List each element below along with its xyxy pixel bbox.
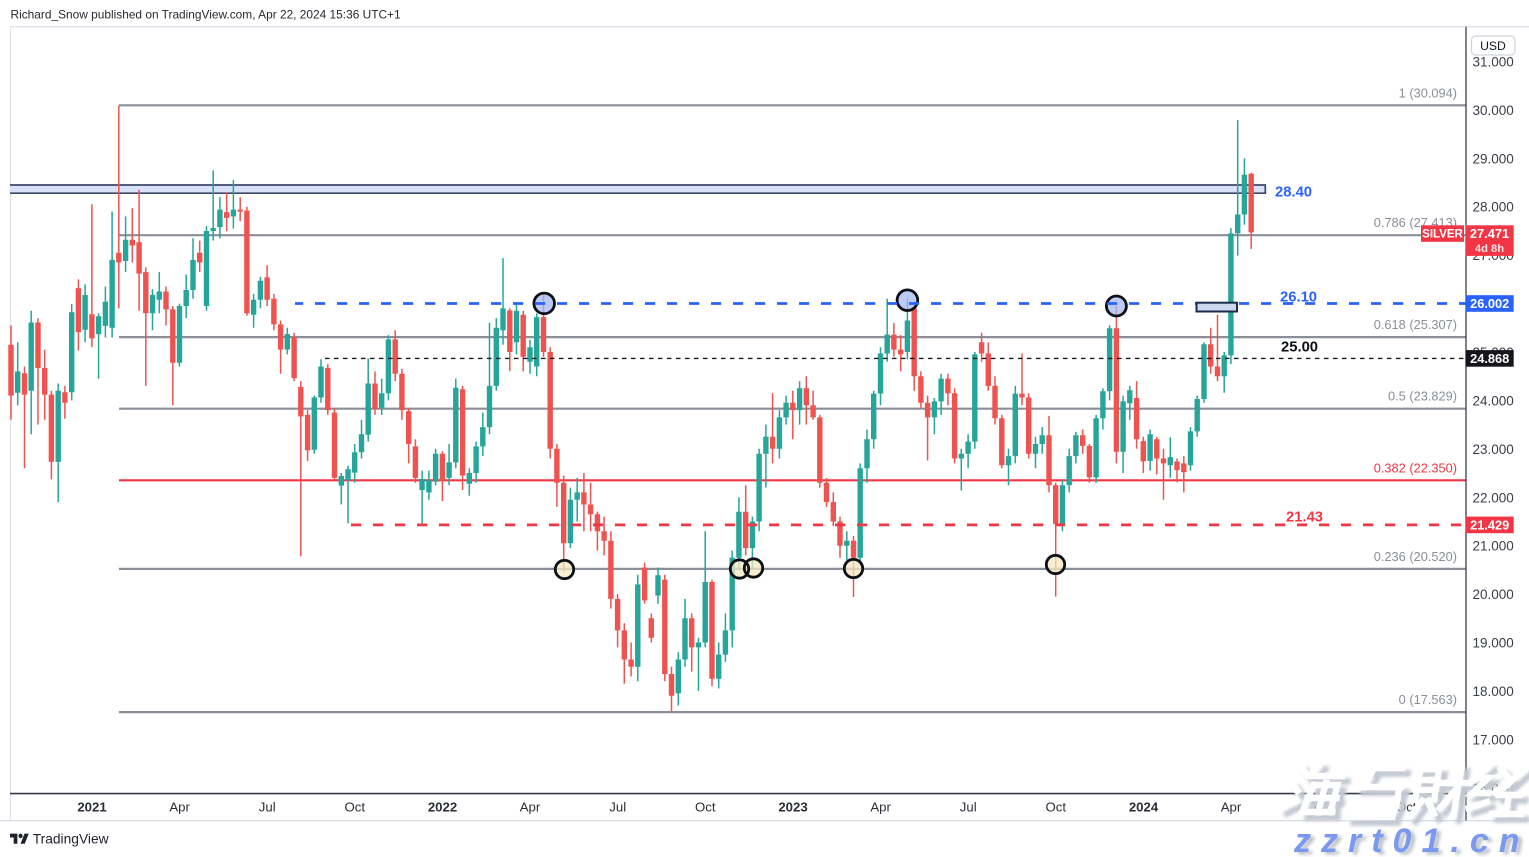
svg-text:27.471: 27.471 (1470, 226, 1509, 241)
svg-text:21.429: 21.429 (1470, 518, 1509, 533)
svg-text:29.000: 29.000 (1473, 151, 1514, 166)
svg-text:25.00: 25.00 (1281, 340, 1318, 356)
svg-text:4d 8h: 4d 8h (1475, 243, 1504, 255)
svg-text:28.40: 28.40 (1275, 185, 1312, 201)
svg-text:30.000: 30.000 (1473, 103, 1514, 118)
svg-text:23.000: 23.000 (1473, 442, 1514, 457)
svg-text:0.5 (23.829): 0.5 (23.829) (1388, 389, 1457, 404)
svg-text:USD: USD (1480, 39, 1506, 53)
svg-text:Apr: Apr (520, 800, 541, 815)
svg-text:31.000: 31.000 (1473, 55, 1514, 70)
svg-text:26.002: 26.002 (1470, 296, 1509, 311)
svg-text:0.236 (20.520): 0.236 (20.520) (1374, 549, 1457, 564)
svg-text:Jul: Jul (609, 800, 626, 815)
svg-text:2022: 2022 (428, 800, 457, 815)
svg-text:28.000: 28.000 (1473, 200, 1514, 215)
svg-text:Apr: Apr (1221, 800, 1242, 815)
svg-text:Jul: Jul (960, 800, 977, 815)
svg-text:2023: 2023 (778, 800, 807, 815)
svg-text:Apr: Apr (870, 800, 891, 815)
svg-text:26.10: 26.10 (1280, 290, 1317, 306)
svg-text:zzrt01.cn: zzrt01.cn (1297, 825, 1529, 857)
svg-text:22.000: 22.000 (1473, 490, 1514, 505)
svg-text:24.000: 24.000 (1473, 393, 1514, 408)
svg-text:Apr: Apr (169, 800, 190, 815)
svg-text:1 (30.094): 1 (30.094) (1399, 85, 1457, 100)
svg-text:20.000: 20.000 (1473, 587, 1514, 602)
svg-text:2024: 2024 (1129, 800, 1159, 815)
svg-text:21.43: 21.43 (1286, 510, 1323, 526)
svg-text:2021: 2021 (77, 800, 106, 815)
svg-text:Oct: Oct (345, 800, 366, 815)
svg-text:Richard_Snow published on Trad: Richard_Snow published on TradingView.co… (11, 7, 401, 21)
svg-text:18.000: 18.000 (1473, 684, 1514, 699)
svg-text:0.382 (22.350): 0.382 (22.350) (1374, 460, 1457, 475)
svg-text:0.618 (25.307): 0.618 (25.307) (1374, 317, 1457, 332)
svg-text:21.000: 21.000 (1473, 539, 1514, 554)
svg-text:Jul: Jul (259, 800, 276, 815)
svg-text:Oct: Oct (695, 800, 716, 815)
svg-text:17.000: 17.000 (1473, 732, 1514, 747)
svg-text:0 (17.563): 0 (17.563) (1399, 692, 1457, 707)
svg-text:19.000: 19.000 (1473, 636, 1514, 651)
svg-text:SILVER: SILVER (1422, 229, 1463, 241)
svg-text:Oct: Oct (1046, 800, 1067, 815)
svg-text:24.868: 24.868 (1470, 351, 1509, 366)
svg-text:zzrt01.cn: zzrt01.cn (1293, 822, 1529, 857)
svg-text:TradingView: TradingView (33, 832, 109, 847)
